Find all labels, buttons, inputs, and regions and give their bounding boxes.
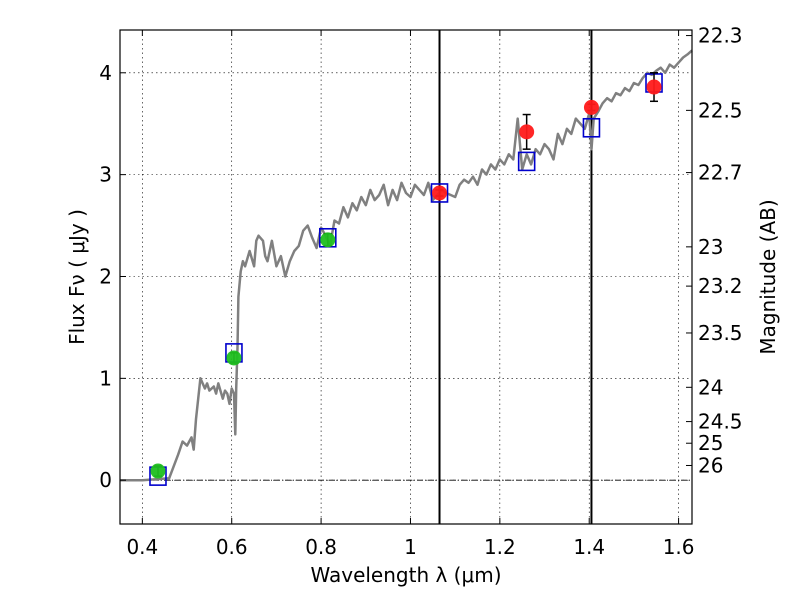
optical-data-point <box>226 350 242 366</box>
model-sed-line-group <box>120 49 693 482</box>
y-tick-label: 4 <box>99 61 112 85</box>
right-axis-label: Magnitude (AB) <box>756 199 780 354</box>
magnitude-tick-label: 22.5 <box>698 98 743 122</box>
model-band-square <box>430 183 449 203</box>
x-tick-label: 0.8 <box>305 535 337 559</box>
magnitude-tick-label: 24 <box>698 375 723 399</box>
x-tick-label: 0.4 <box>126 535 158 559</box>
x-tick-label: 0.6 <box>216 535 248 559</box>
magnitude-tick-label: 24.5 <box>698 410 743 434</box>
magnitude-tick-label: 22.3 <box>698 24 743 48</box>
model-band-square <box>517 151 536 172</box>
y-tick-label: 2 <box>99 264 112 288</box>
y-tick-label: 0 <box>99 468 112 492</box>
nir-data-point <box>583 99 599 115</box>
vertical-lines <box>438 30 593 524</box>
y-axis-label: Flux Fν ( μJy ) <box>65 209 89 345</box>
magnitude-tick-label: 23 <box>698 235 723 259</box>
nir-data-point <box>519 124 535 140</box>
optical-data-point <box>320 232 336 248</box>
model-band-squares <box>149 73 663 486</box>
magnitude-tick-label: 25 <box>698 431 723 455</box>
plot-frame <box>119 29 693 525</box>
x-ticks: 0.4 0.6 0.8 1 1.2 1.4 1.6 <box>126 30 695 559</box>
x-tick-label: 1 <box>404 535 417 559</box>
x-tick-label: 1.4 <box>573 535 605 559</box>
magnitude-tick-label: 26 <box>698 453 723 477</box>
nir-data-point <box>432 185 448 201</box>
magnitude-tick-label: 23.5 <box>698 321 743 345</box>
observed-points <box>150 72 662 479</box>
grid-lines <box>120 30 692 524</box>
x-tick-label: 1.6 <box>663 535 695 559</box>
y-tick-label: 1 <box>99 366 112 390</box>
y-ticks: 0 1 2 3 4 <box>99 61 126 492</box>
model-sed-line <box>120 49 693 482</box>
magnitude-tick-label: 23.2 <box>698 274 743 298</box>
y-tick-label: 3 <box>99 163 112 187</box>
model-band-square <box>582 117 601 138</box>
optical-data-point <box>150 463 166 479</box>
nir-data-point <box>646 79 662 95</box>
x-axis-label: Wavelength λ (μm) <box>310 563 501 587</box>
x-tick-label: 1.2 <box>484 535 516 559</box>
magnitude-tick-label: 22.7 <box>698 161 743 185</box>
